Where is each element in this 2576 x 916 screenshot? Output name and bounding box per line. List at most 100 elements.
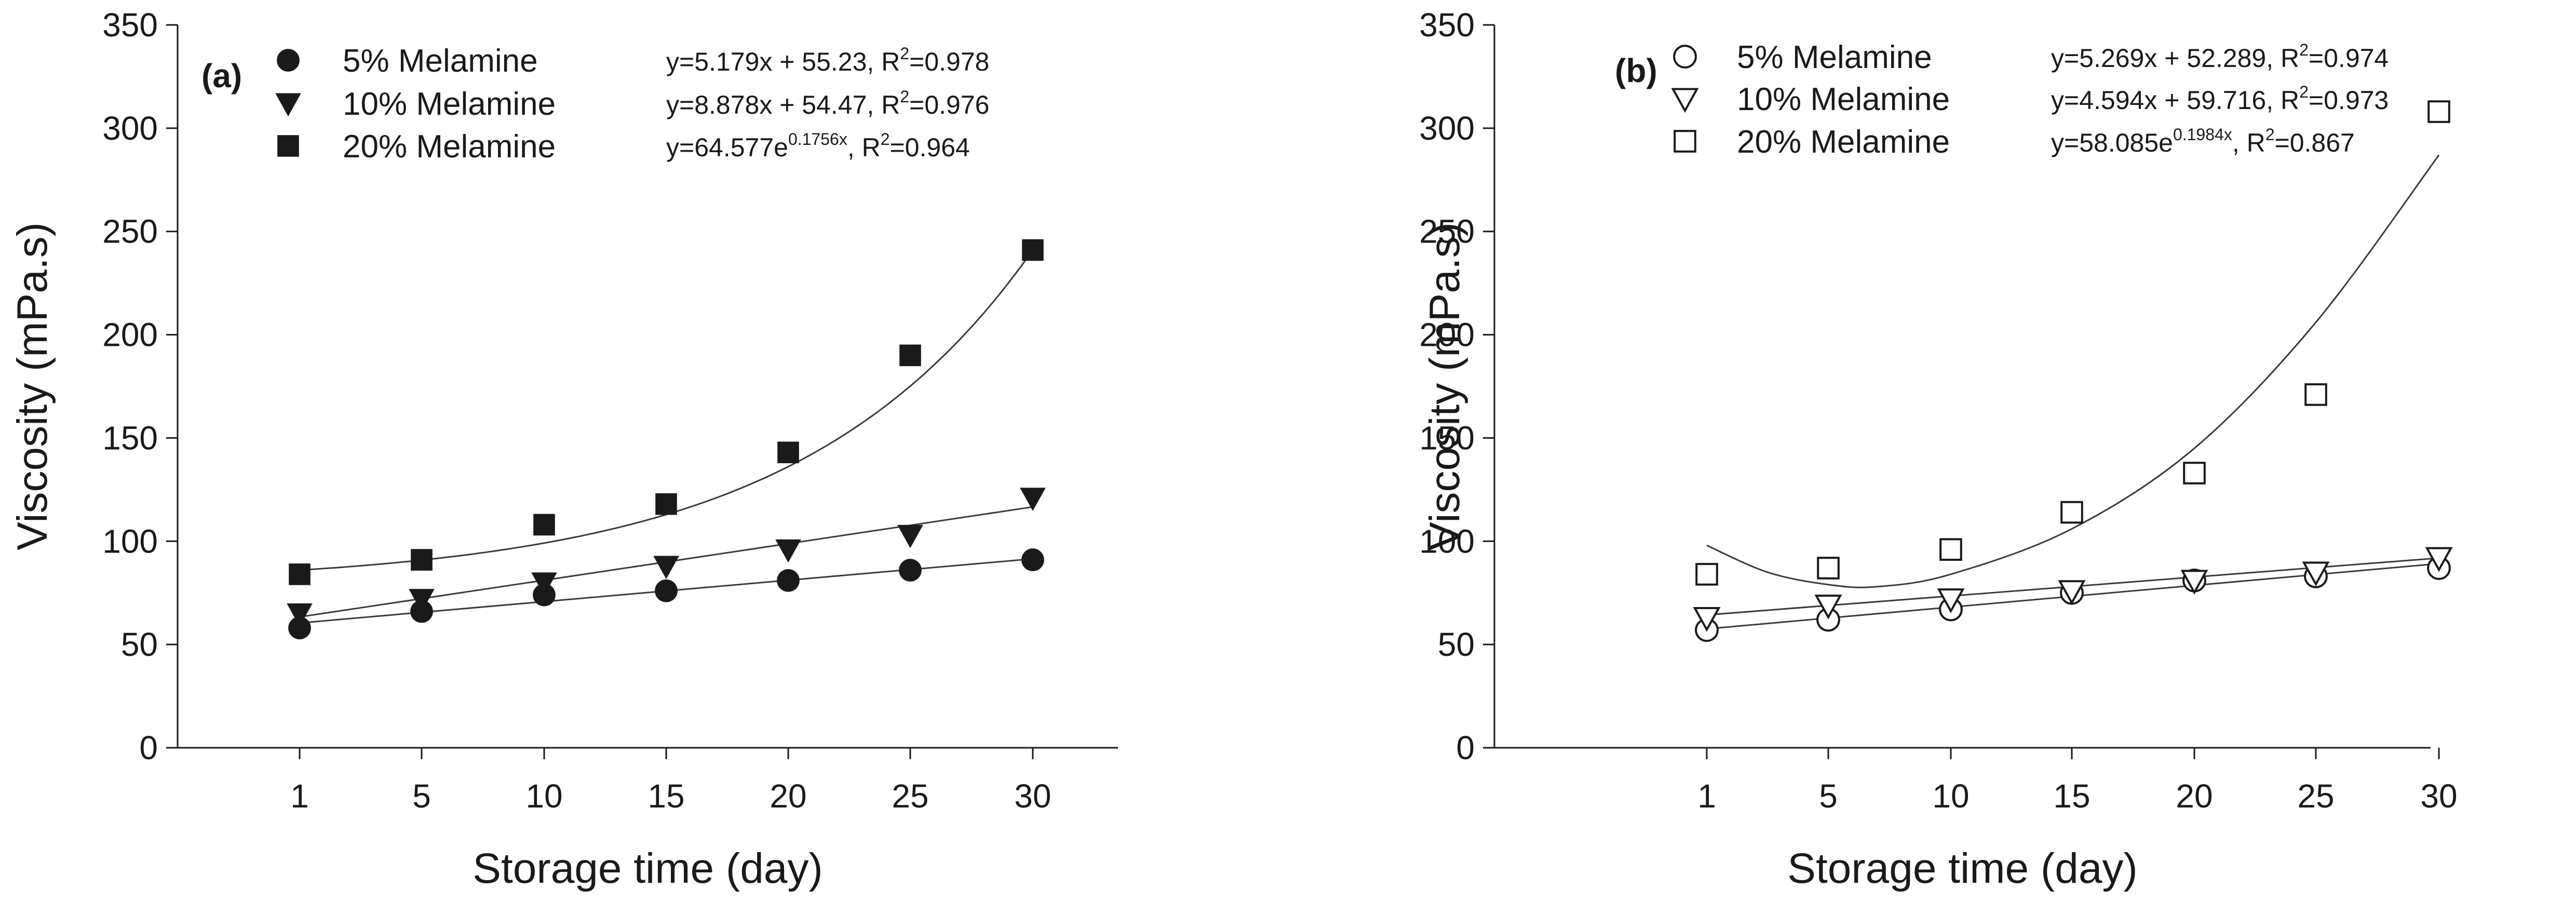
x-tick-label: 5: [1819, 777, 1838, 815]
equation-part: y=4.594x + 59.716, R: [2051, 86, 2299, 115]
y-tick-label: 350: [1419, 6, 1475, 44]
x-tick-label: 1: [290, 777, 309, 815]
x-tick-label: 15: [648, 777, 684, 815]
y-tick-label: 300: [102, 110, 158, 147]
equation-superscript: 2: [881, 130, 890, 149]
y-axis-title: Viscosity (mPa.s): [1421, 222, 1468, 550]
data-point-series-1: [775, 539, 801, 563]
x-tick-label: 30: [1014, 777, 1051, 815]
x-tick-label: 15: [2053, 777, 2090, 815]
y-tick-label: 250: [102, 213, 158, 250]
equation-part: =0.973: [2309, 86, 2389, 115]
fit-equation-0: y=5.179x + 55.23, R2=0.978: [666, 44, 989, 76]
x-axis-title: Storage time (day): [473, 845, 823, 892]
equation-part: , R: [847, 133, 881, 162]
data-point-series-0: [655, 579, 678, 602]
fit-curve-series-2: [1706, 154, 2440, 588]
data-point-series-2: [289, 563, 311, 585]
y-tick-label: 150: [1419, 419, 1475, 456]
data-point-series-1: [287, 603, 313, 627]
legend-marker-1: [275, 93, 301, 117]
data-point-series-1: [1814, 595, 1842, 619]
equation-part: y=5.269x + 52.289, R: [2051, 44, 2299, 73]
x-tick-label: 5: [412, 777, 431, 815]
y-tick-label: 300: [1419, 110, 1475, 147]
data-point-series-1: [2058, 580, 2086, 605]
panel-label: (b): [1615, 52, 1657, 89]
equation-superscript: 2: [900, 87, 909, 106]
equation-part: , R: [2232, 128, 2265, 157]
x-tick-label: 20: [2176, 777, 2213, 815]
data-point-series-1: [531, 572, 557, 596]
equation-superscript: 0.1756x: [788, 130, 847, 149]
data-point-series-2: [2427, 100, 2450, 123]
equation-superscript: 2: [2265, 125, 2275, 144]
data-point-series-2: [411, 549, 433, 571]
y-tick-label: 100: [102, 522, 158, 560]
equation-part: y=8.878x + 54.47, R: [666, 90, 900, 119]
data-point-series-1: [653, 556, 679, 580]
data-point-series-1: [2302, 561, 2330, 587]
legend-label-0: 5% Melamine: [1737, 39, 1932, 75]
legend-label-0: 5% Melamine: [343, 43, 538, 79]
equation-part: =0.964: [890, 133, 970, 162]
y-tick-label: 350: [102, 6, 158, 44]
equation-part: y=5.179x + 55.23, R: [666, 47, 900, 76]
legend-marker-1: [1671, 88, 1699, 113]
x-tick-label: 25: [2297, 777, 2334, 815]
legend-marker-0: [1673, 45, 1697, 69]
x-tick-label: 10: [1932, 777, 1969, 815]
data-point-series-0: [899, 559, 922, 582]
fit-equation-2: y=58.085e0.1984x, R2=0.867: [2051, 125, 2355, 157]
legend-label-1: 10% Melamine: [343, 86, 556, 122]
y-tick-label: 50: [1438, 626, 1475, 663]
y-tick-label: 0: [139, 729, 158, 766]
x-tick-label: 1: [1697, 777, 1716, 815]
data-point-series-0: [1021, 548, 1044, 571]
y-tick-label: 200: [1419, 316, 1475, 354]
legend-label-2: 20% Melamine: [343, 129, 556, 165]
data-point-series-1: [409, 589, 435, 612]
data-point-series-2: [1022, 239, 1044, 261]
x-axis-title: Storage time (day): [1787, 845, 2138, 892]
data-point-series-1: [2425, 547, 2453, 572]
data-point-series-1: [2180, 570, 2208, 595]
y-tick-label: 0: [1456, 729, 1475, 766]
legend-marker-0: [277, 49, 300, 72]
data-point-series-2: [899, 344, 921, 367]
legend-marker-2: [1674, 130, 1696, 153]
equation-part: =0.974: [2309, 44, 2389, 73]
fit-equation-0: y=5.269x + 52.289, R2=0.974: [2051, 41, 2389, 73]
y-tick-label: 200: [102, 316, 158, 354]
x-tick-label: 10: [525, 777, 562, 815]
data-point-series-2: [1939, 538, 1962, 561]
data-point-series-1: [1693, 607, 1721, 632]
data-point-series-1: [1020, 488, 1046, 511]
y-axis-title: Viscosity (mPa.s): [9, 222, 56, 550]
fit-equation-1: y=8.878x + 54.47, R2=0.976: [666, 87, 989, 119]
equation-part: =0.978: [909, 47, 989, 76]
data-point-series-0: [777, 569, 800, 592]
legend-label-2: 20% Melamine: [1737, 124, 1950, 160]
data-point-series-1: [897, 524, 923, 548]
data-point-series-2: [1695, 563, 1718, 586]
equation-part: y=64.577e: [666, 133, 788, 162]
x-tick-label: 20: [770, 777, 806, 815]
fit-equation-1: y=4.594x + 59.716, R2=0.973: [2051, 83, 2389, 115]
fit-curve-series-2: [299, 249, 1034, 571]
fit-equation-2: y=64.577e0.1756x, R2=0.964: [666, 130, 970, 162]
equation-superscript: 2: [2299, 41, 2309, 59]
legend-marker-2: [277, 135, 299, 157]
x-tick-label: 25: [892, 777, 928, 815]
equation-part: =0.867: [2275, 128, 2355, 157]
panel-label: (a): [201, 57, 242, 95]
legend-label-1: 10% Melamine: [1737, 82, 1950, 117]
equation-superscript: 0.1984x: [2173, 125, 2232, 144]
data-point-series-2: [777, 441, 799, 464]
data-point-series-2: [2304, 383, 2327, 406]
y-tick-label: 250: [1419, 213, 1475, 250]
data-point-series-2: [2183, 462, 2206, 484]
